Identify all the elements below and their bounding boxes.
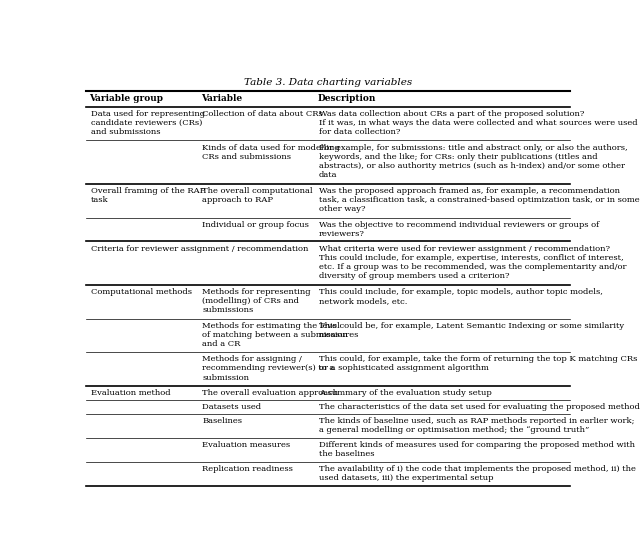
Text: The availability of i) the code that implements the proposed method, ii) the
use: The availability of i) the code that imp… [319,465,636,482]
Text: Methods for assigning /
recommending reviewer(s) to a
submission: Methods for assigning / recommending rev… [202,355,335,382]
Text: Evaluation method: Evaluation method [91,389,170,397]
Text: Criteria for reviewer assignment / recommendation: Criteria for reviewer assignment / recom… [91,245,308,252]
Text: For example, for submissions: title and abstract only, or also the authors,
keyw: For example, for submissions: title and … [319,144,627,179]
Text: Description: Description [317,94,376,103]
Text: What criteria were used for reviewer assignment / recommendation?
This could inc: What criteria were used for reviewer ass… [319,245,626,280]
Text: Was data collection about CRs a part of the proposed solution?
If it was, in wha: Was data collection about CRs a part of … [319,110,637,136]
Text: This could include, for example, topic models, author topic models,
network mode: This could include, for example, topic m… [319,288,603,305]
Text: Methods for estimating the level
of matching between a submission
and a CR: Methods for estimating the level of matc… [202,322,348,348]
Text: Collection of data about CRs: Collection of data about CRs [202,110,323,118]
Text: This could, for example, take the form of returning the top K matching CRs
or a : This could, for example, take the form o… [319,355,637,372]
Text: Variable: Variable [201,94,242,103]
Text: Table 3. Data charting variables: Table 3. Data charting variables [244,78,412,86]
Text: The kinds of baseline used, such as RAP methods reported in earlier work;
a gene: The kinds of baseline used, such as RAP … [319,417,634,434]
Text: This could be, for example, Latent Semantic Indexing or some similarity
measures: This could be, for example, Latent Seman… [319,322,624,339]
Text: Overall framing of the RAP
task: Overall framing of the RAP task [91,187,205,204]
Text: Baselines: Baselines [202,417,243,425]
Text: Kinds of data used for modelling
CRs and submissions: Kinds of data used for modelling CRs and… [202,144,340,161]
Text: Individual or group focus: Individual or group focus [202,221,309,229]
Text: The overall evaluation approach: The overall evaluation approach [202,389,339,397]
Text: Evaluation measures: Evaluation measures [202,441,291,449]
Text: Replication readiness: Replication readiness [202,465,293,473]
Text: The overall computational
approach to RAP: The overall computational approach to RA… [202,187,313,204]
Text: Different kinds of measures used for comparing the proposed method with
the base: Different kinds of measures used for com… [319,441,635,458]
Text: The characteristics of the data set used for evaluating the proposed method: The characteristics of the data set used… [319,403,639,411]
Text: Data used for representing
candidate reviewers (CRs)
and submissions: Data used for representing candidate rev… [91,110,205,136]
Text: Was the objective to recommend individual reviewers or groups of
reviewers?: Was the objective to recommend individua… [319,221,599,238]
Text: Computational methods: Computational methods [91,288,192,296]
Text: Was the proposed approach framed as, for example, a recommendation
task, a class: Was the proposed approach framed as, for… [319,187,639,213]
Text: Methods for representing
(modelling) of CRs and
submissions: Methods for representing (modelling) of … [202,288,311,315]
Text: A summary of the evaluation study setup: A summary of the evaluation study setup [319,389,492,397]
Text: Datasets used: Datasets used [202,403,262,411]
Text: Variable group: Variable group [90,94,163,103]
